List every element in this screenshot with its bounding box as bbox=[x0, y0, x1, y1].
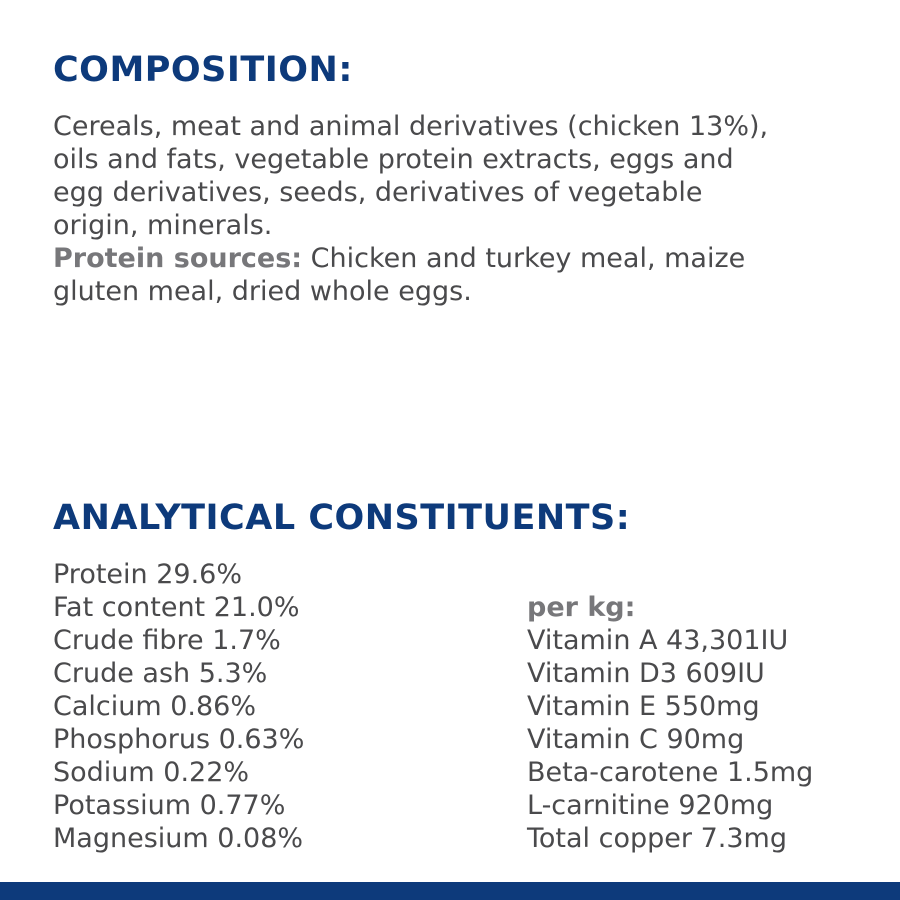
analytical-left-list: Protein 29.6% Fat content 21.0% Crude fi… bbox=[53, 558, 304, 855]
footer-bar bbox=[0, 882, 900, 900]
constituent-item: Protein 29.6% bbox=[53, 559, 242, 590]
analytical-heading: ANALYTICAL CONSTITUENTS: bbox=[53, 498, 631, 538]
vitamin-item: Vitamin A 43,301IU bbox=[527, 625, 789, 656]
vitamin-item: Total copper 7.3mg bbox=[527, 823, 787, 854]
constituent-item: Potassium 0.77% bbox=[53, 790, 286, 821]
protein-sources-line: gluten meal, dried whole eggs. bbox=[53, 276, 472, 307]
constituent-item: Phosphorus 0.63% bbox=[53, 724, 305, 755]
vitamin-item: Beta-carotene 1.5mg bbox=[527, 757, 814, 788]
protein-sources-line: Protein sources: Chicken and turkey meal… bbox=[53, 242, 768, 275]
analytical-right-list: per kg: Vitamin A 43,301IU Vitamin D3 60… bbox=[527, 591, 813, 855]
constituent-item: Calcium 0.86% bbox=[53, 691, 257, 722]
composition-line: egg derivatives, seeds, derivatives of v… bbox=[53, 177, 703, 208]
per-kg-label: per kg: bbox=[527, 592, 636, 623]
composition-line: oils and fats, vegetable protein extract… bbox=[53, 144, 734, 175]
composition-line: origin, minerals. bbox=[53, 210, 273, 241]
composition-line: Cereals, meat and animal derivatives (ch… bbox=[53, 111, 769, 142]
protein-sources-label: Protein sources: bbox=[53, 243, 303, 274]
constituent-item: Magnesium 0.08% bbox=[53, 823, 304, 854]
protein-sources-text: Chicken and turkey meal, maize bbox=[302, 243, 746, 274]
composition-heading: COMPOSITION: bbox=[53, 50, 353, 90]
constituent-item: Crude ash 5.3% bbox=[53, 658, 268, 689]
vitamin-item: Vitamin C 90mg bbox=[527, 724, 745, 755]
composition-text: Cereals, meat and animal derivatives (ch… bbox=[53, 110, 768, 308]
constituent-item: Crude fibre 1.7% bbox=[53, 625, 281, 656]
vitamin-item: L-carnitine 920mg bbox=[527, 790, 774, 821]
constituent-item: Fat content 21.0% bbox=[53, 592, 300, 623]
constituent-item: Sodium 0.22% bbox=[53, 757, 250, 788]
vitamin-item: Vitamin E 550mg bbox=[527, 691, 760, 722]
vitamin-item: Vitamin D3 609IU bbox=[527, 658, 765, 689]
